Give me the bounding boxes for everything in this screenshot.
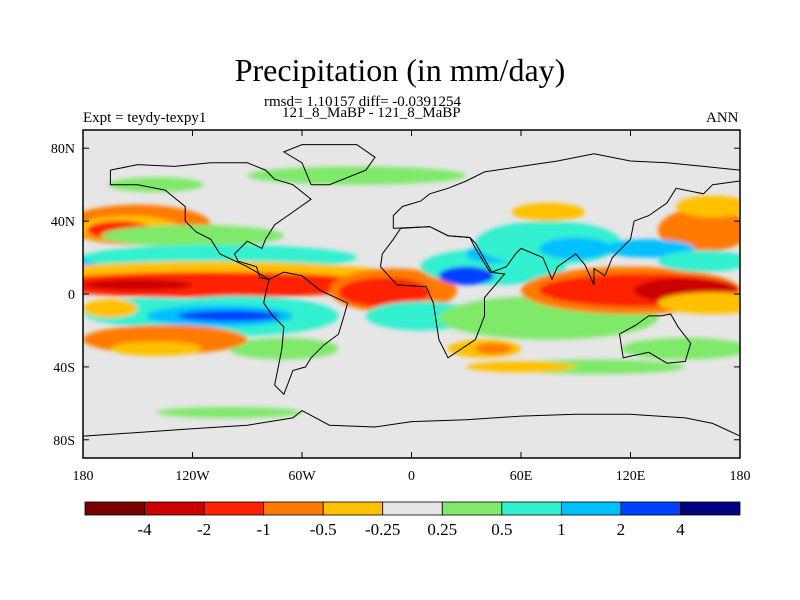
colorbar-level-label: -4	[137, 520, 152, 539]
coastline	[282, 144, 376, 186]
colorbar-swatch	[203, 501, 265, 516]
x-tick-label: 60E	[510, 469, 533, 484]
experiment-label: Expt = teydy-texpy1	[83, 110, 207, 126]
precip-anomaly-region	[657, 292, 740, 315]
precip-anomaly-region	[621, 337, 740, 360]
y-tick-label: 40S	[53, 361, 75, 376]
x-tick-label: 60W	[288, 469, 316, 484]
precip-anomaly-region	[229, 337, 339, 360]
precip-anomaly-region	[657, 208, 740, 253]
coastline	[83, 410, 740, 458]
chart-title: Precipitation (in mm/day)	[234, 52, 566, 88]
colorbar-swatch	[441, 501, 503, 516]
colorbar-level-label: 1	[557, 520, 566, 539]
coastline	[392, 153, 740, 286]
precip-anomaly-region	[338, 277, 430, 307]
y-tick-label: 80S	[53, 434, 75, 449]
colorbar-swatch	[84, 501, 145, 516]
x-tick-label: 120W	[175, 469, 210, 484]
x-tick-label: 180	[73, 469, 94, 484]
y-tick-label: 0	[68, 288, 75, 303]
x-tick-label: 0	[408, 469, 415, 484]
precip-anomaly-region	[676, 195, 740, 218]
stats-label: rmsd= 1.10157 diff= -0.0391254	[264, 94, 462, 110]
colorbar-swatch	[263, 501, 324, 516]
colorbar-level-label: -0.5	[310, 520, 337, 539]
x-tick-label: 120E	[616, 469, 646, 484]
coastline	[263, 271, 349, 396]
colorbar-swatch	[144, 501, 205, 516]
precip-anomaly-region	[177, 310, 281, 322]
colorbar-level-label: 0.5	[491, 520, 512, 539]
coastline	[619, 313, 692, 364]
colorbar-level-label: -2	[197, 520, 211, 539]
precip-anomaly-region	[247, 166, 467, 185]
colorbar-swatch	[620, 501, 681, 516]
precip-anomaly-region	[466, 361, 576, 373]
colorbar-level-label: -1	[257, 520, 271, 539]
precip-anomaly-region	[511, 202, 585, 222]
colorbar-swatch	[322, 501, 384, 516]
y-tick-label: 80N	[51, 142, 75, 157]
precip-anomaly-region	[83, 279, 193, 291]
precip-anomaly-region	[101, 224, 284, 247]
precip-anomaly-region	[438, 266, 494, 285]
precip-anomaly-region	[475, 343, 512, 355]
y-tick-label: 40N	[51, 215, 75, 230]
precip-anomaly-region	[83, 299, 138, 318]
precip-anomaly-region	[110, 341, 202, 356]
colorbar-level-label: 4	[676, 520, 685, 539]
colorbar-swatch	[501, 501, 562, 516]
precip-anomaly-region	[83, 272, 385, 298]
colorbar-level-label: 0.25	[427, 520, 457, 539]
season-label: ANN	[706, 110, 739, 126]
precip-anomaly-region	[156, 406, 302, 418]
coastline	[380, 226, 506, 359]
colorbar-swatch	[560, 501, 622, 516]
precip-anomaly-region	[657, 250, 740, 273]
colorbar-swatch	[680, 501, 741, 516]
precip-anomaly-region	[539, 237, 613, 260]
colorbar-level-label: 2	[617, 520, 626, 539]
cases-label: 121_8_MaBP - 121_8_MaBP	[282, 105, 461, 121]
precip-anomaly-region	[108, 177, 204, 192]
coastline	[109, 162, 312, 280]
colorbar-level-label: -0.25	[365, 520, 400, 539]
x-tick-label: 180	[730, 469, 751, 484]
colorbar-swatch	[382, 501, 443, 516]
